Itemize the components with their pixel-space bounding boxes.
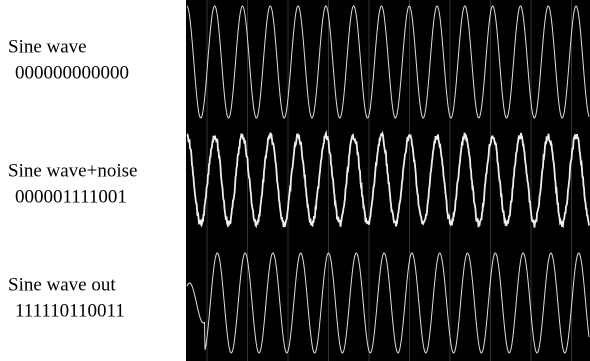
row-code: 000000000000	[15, 62, 129, 83]
row-code: 000001111001	[15, 186, 127, 207]
row-label: Sine wave out	[8, 274, 116, 295]
row-code: 111110110011	[15, 300, 125, 321]
row-label: Sine wave+noise	[8, 160, 137, 181]
figure: Sine wave 000000000000 Sine wave+noise 0…	[0, 0, 590, 361]
row-label: Sine wave	[8, 36, 87, 57]
